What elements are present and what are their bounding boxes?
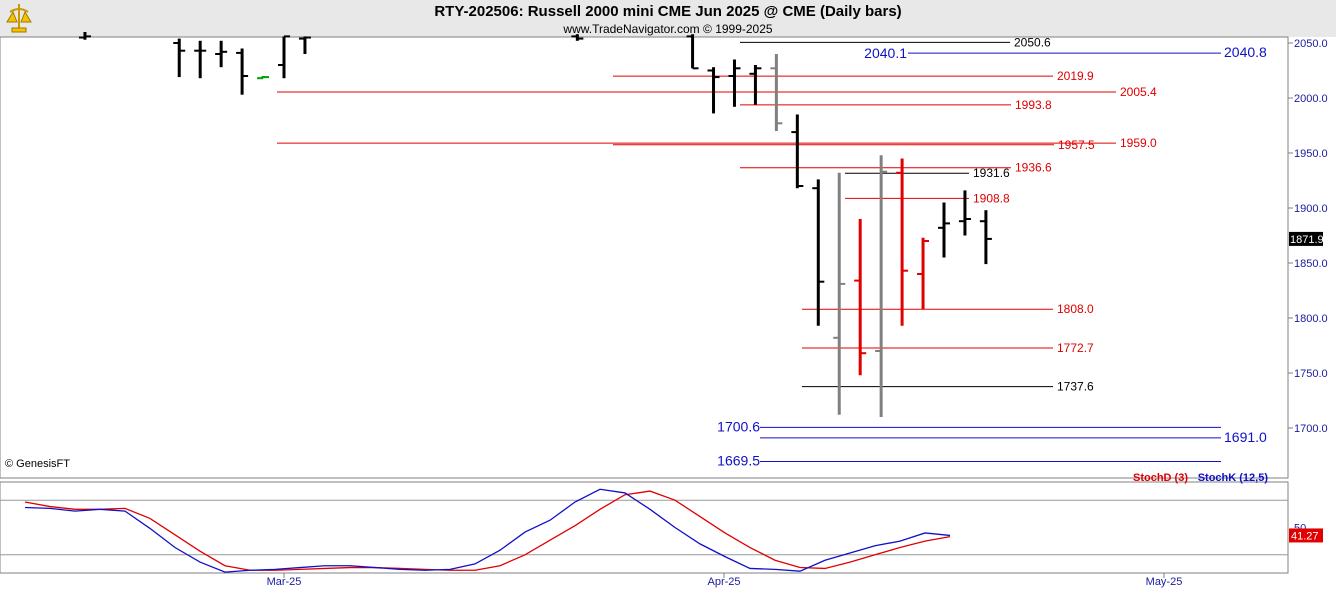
chart-frame: [0, 36, 1289, 574]
ohlc-bar: [958, 190, 971, 236]
chart-header: [0, 0, 1336, 37]
ohlc-bar: [875, 155, 888, 417]
ohlc-bar: [215, 40, 228, 68]
level-label: 2019.9: [1057, 69, 1094, 83]
ohlc-bar: [78, 32, 91, 40]
level-label: 1931.6: [973, 166, 1010, 180]
ohlc-bar: [917, 237, 930, 310]
level-label: 2040.1: [864, 45, 907, 61]
stoch-line: [24, 490, 951, 571]
level-label: 2050.6: [1014, 35, 1051, 49]
y-tick-label: 1750.0: [1294, 368, 1328, 380]
chart-title: RTY-202506: Russell 2000 mini CME Jun 20…: [434, 3, 902, 20]
level-label: 1959.0: [1120, 136, 1157, 150]
level-label: 1669.5: [717, 453, 760, 469]
y-tick-label: 1950.0: [1294, 148, 1328, 160]
y-tick-label: 2000.0: [1294, 93, 1328, 105]
level-label: 1691.0: [1224, 429, 1267, 445]
level-label: 1772.7: [1057, 341, 1094, 355]
x-tick-label: Apr-25: [707, 576, 740, 588]
stoch-panel-border: [0, 481, 1289, 574]
stochastic-panel: StochD (3)StochK (12,5)5041.27: [0, 472, 1323, 573]
y-tick-label: 2050.0: [1294, 38, 1328, 50]
last-price-label: 1871.9: [1290, 234, 1324, 246]
legend-stochd: StochD (3): [1133, 472, 1188, 484]
ohlc-bar: [278, 35, 290, 79]
ohlc-bar: [686, 34, 699, 70]
level-label: 2040.8: [1224, 44, 1267, 60]
x-tick-label: May-25: [1146, 576, 1183, 588]
y-tick-label: 1700.0: [1294, 423, 1328, 435]
ohlc-bar: [194, 40, 207, 79]
stoch-last-box: [1289, 528, 1323, 543]
ohlc-bar: [833, 172, 846, 415]
y-tick-label: 1900.0: [1294, 203, 1328, 215]
ohlc-bar: [728, 59, 741, 107]
last-price-box: [1289, 231, 1323, 246]
level-label: 1808.0: [1057, 302, 1094, 316]
level-label: 1936.6: [1015, 161, 1052, 175]
level-label: 1993.8: [1015, 98, 1052, 112]
ohlc-bar: [257, 76, 270, 80]
stoch-line: [24, 488, 951, 573]
legend-stochk: StochK (12,5): [1198, 472, 1269, 484]
ohlc-bar: [979, 210, 992, 265]
ohlc-bar: [791, 114, 804, 189]
ohlc-bar: [938, 202, 950, 258]
price-levels: 2050.6 2040.8 2040.1 2019.9 2005.4 1993.8 1959…: [277, 35, 1267, 469]
stoch-last-label: 41.27: [1291, 530, 1319, 542]
level-label: 2005.4: [1120, 85, 1157, 99]
y-tick-label: 1850.0: [1294, 258, 1328, 270]
x-tick-label: Mar-25: [267, 576, 302, 588]
ohlc-bar: [749, 65, 762, 105]
date-axis: Mar-25 Apr-25 May-25: [267, 573, 1183, 588]
level-label: 1737.6: [1057, 380, 1094, 394]
trade-navigator-logo: [6, 4, 32, 33]
ohlc-bar: [770, 54, 783, 131]
ohlc-bar: [896, 158, 909, 326]
level-label: 1700.6: [717, 418, 760, 434]
ohlc-bar: [571, 34, 584, 41]
level-label: 1908.8: [973, 191, 1010, 205]
chart-subtitle: www.TradeNavigator.com © 1999-2025: [563, 22, 773, 36]
ohlc-bar: [298, 36, 311, 54]
ohlc-bar: [173, 38, 186, 78]
watermark: © GenesisFT: [5, 458, 70, 470]
ohlc-bars: [78, 32, 992, 417]
ohlc-bar: [236, 48, 249, 95]
ohlc-bar: [812, 179, 825, 326]
ohlc-bar: [854, 219, 867, 376]
y-tick-label: 1800.0: [1294, 313, 1328, 325]
level-label: 1957.5: [1058, 138, 1095, 152]
price-axis: 2050.0 2000.0 1950.0 1900.0 1850.0 1800.0 1750…: [1288, 38, 1328, 435]
main-panel-border: [0, 36, 1289, 479]
ohlc-bar: [707, 67, 720, 114]
